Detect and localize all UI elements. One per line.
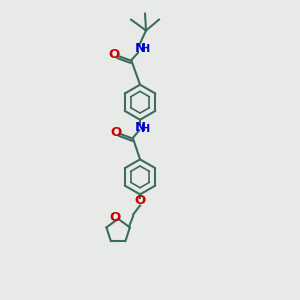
Text: N: N xyxy=(134,121,146,134)
Text: O: O xyxy=(109,212,120,224)
Text: O: O xyxy=(109,48,120,61)
Text: H: H xyxy=(141,124,150,134)
Text: N: N xyxy=(134,42,146,55)
Text: O: O xyxy=(134,194,146,207)
Text: O: O xyxy=(110,126,122,139)
Text: H: H xyxy=(141,44,150,55)
